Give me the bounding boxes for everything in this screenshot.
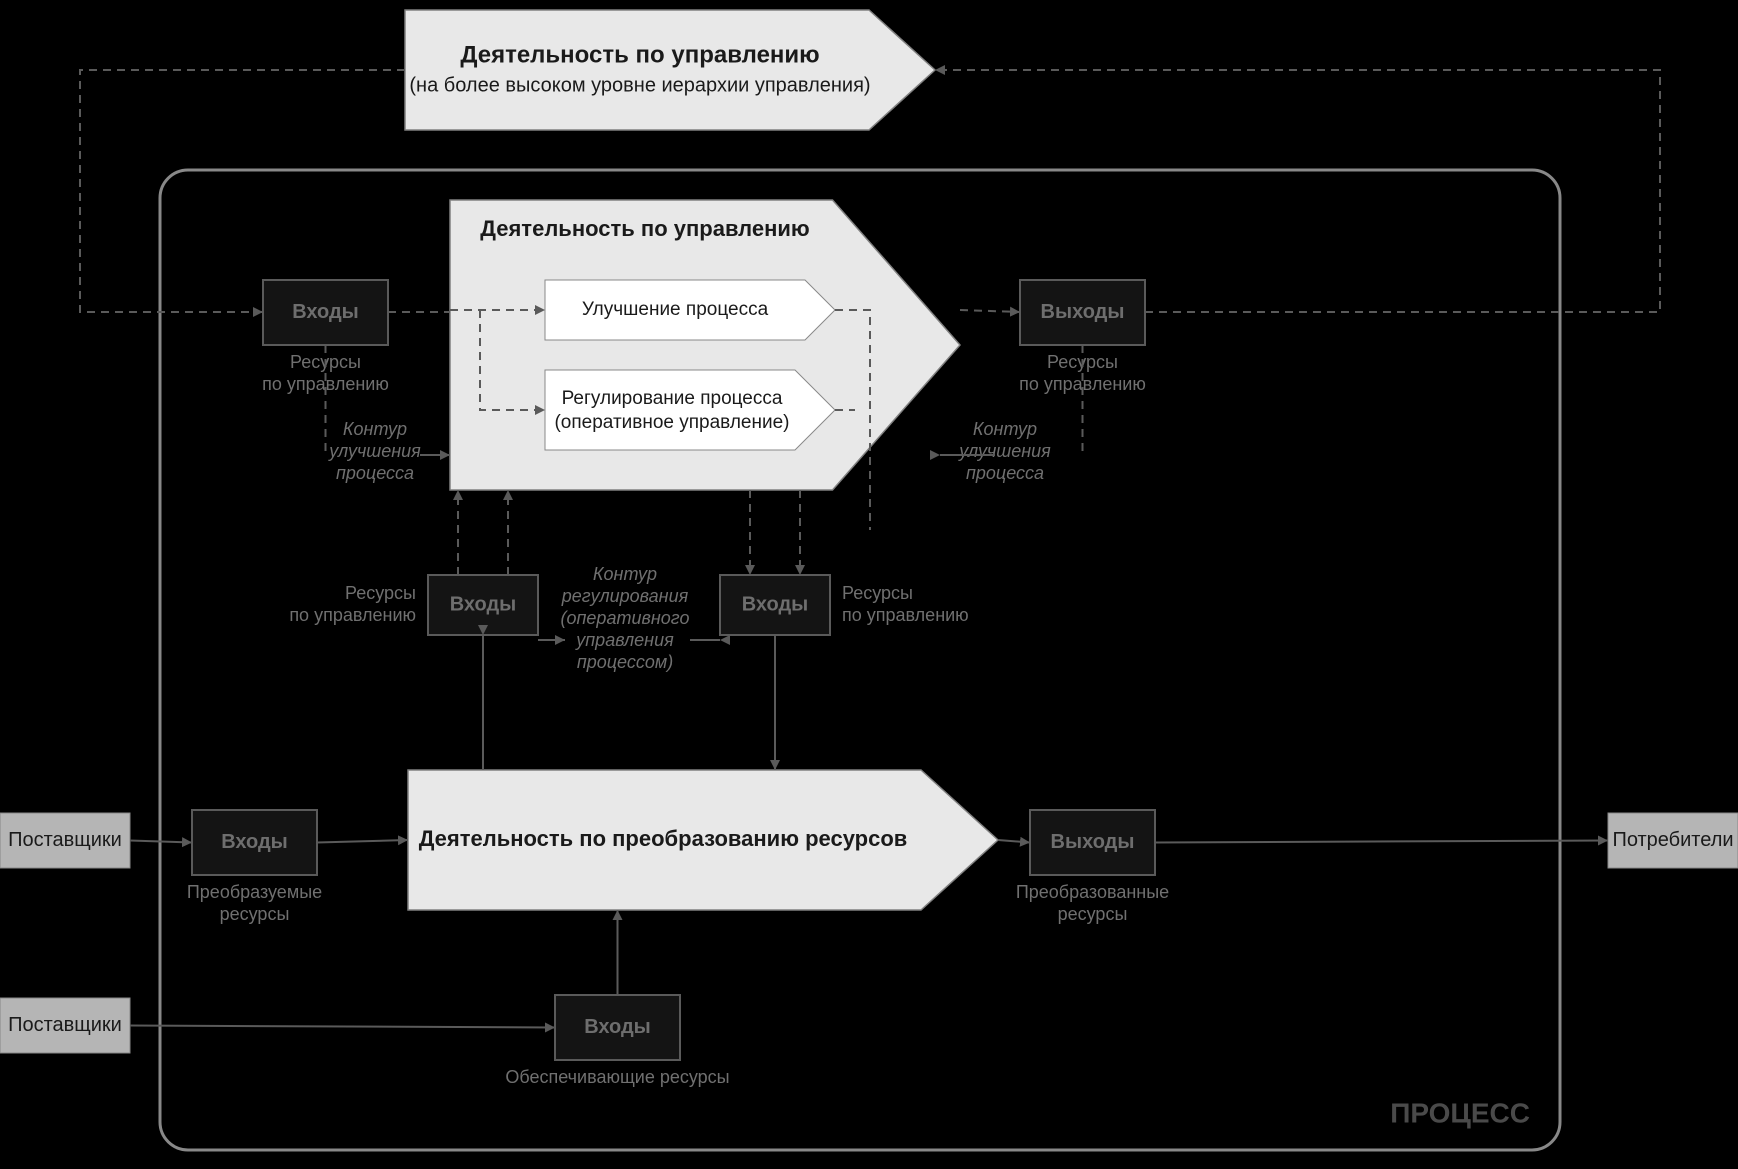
top-title: Деятельность по управлению bbox=[460, 41, 819, 68]
italic-improve_left-2: процесса bbox=[336, 463, 414, 483]
box-inputs_bottom_left-label: Входы bbox=[221, 831, 288, 853]
box-inputs_mid_left-cap2: по управлению bbox=[289, 605, 416, 625]
top-management-arrow bbox=[405, 10, 935, 130]
italic-regulate_mid-1: регулирования bbox=[561, 586, 689, 606]
regulate-label-2: (оперативное управление) bbox=[554, 412, 789, 433]
ext-consumers-label: Потребители bbox=[1612, 829, 1733, 851]
ext-suppliers1-label: Поставщики bbox=[8, 829, 122, 851]
regulate-label-1: Регулирование процесса bbox=[562, 388, 783, 409]
italic-regulate_mid-0: Контур bbox=[593, 564, 657, 584]
box-inputs_mid_left-cap1: Ресурсы bbox=[345, 583, 416, 603]
box-inputs_support-label: Входы bbox=[584, 1016, 651, 1038]
box-outputs_bottom_right-cap1: Преобразованные bbox=[1016, 882, 1169, 902]
italic-improve_left-0: Контур bbox=[343, 419, 407, 439]
box-outputs_mgmt_right-label: Выходы bbox=[1041, 301, 1125, 323]
italic-improve_right-1: улучшения bbox=[957, 441, 1051, 461]
box-inputs_mid_left-label: Входы bbox=[450, 593, 517, 615]
box-inputs_mid_right-cap1: Ресурсы bbox=[842, 583, 913, 603]
ext-suppliers2-label: Поставщики bbox=[8, 1014, 122, 1036]
italic-improve_right-2: процесса bbox=[966, 463, 1044, 483]
transform-label: Деятельность по преобразованию ресурсов bbox=[419, 826, 908, 851]
top-subtitle: (на более высоком уровне иерархии управл… bbox=[409, 74, 870, 96]
italic-improve_right-0: Контур bbox=[973, 419, 1037, 439]
box-inputs_support-cap1: Обеспечивающие ресурсы bbox=[505, 1067, 729, 1087]
italic-improve_left-1: улучшения bbox=[327, 441, 421, 461]
box-inputs_bottom_left-cap2: ресурсы bbox=[220, 904, 290, 924]
improve-label: Улучшение процесса bbox=[582, 299, 769, 320]
box-outputs_bottom_right-cap2: ресурсы bbox=[1058, 904, 1128, 924]
box-inputs_bottom_left-cap1: Преобразуемые bbox=[187, 882, 322, 902]
box-inputs_mid_right-cap2: по управлению bbox=[842, 605, 969, 625]
italic-regulate_mid-2: (оперативного bbox=[561, 608, 690, 628]
italic-regulate_mid-3: управления bbox=[574, 630, 674, 650]
regulate-arrow bbox=[545, 370, 835, 450]
process-label: ПРОЦЕСС bbox=[1390, 1097, 1530, 1128]
box-outputs_bottom_right-label: Выходы bbox=[1051, 831, 1135, 853]
box-inputs_mgmt_left-label: Входы bbox=[292, 301, 359, 323]
box-inputs_mid_right-label: Входы bbox=[742, 593, 809, 615]
italic-regulate_mid-4: процессом) bbox=[577, 652, 673, 672]
mgmt-title: Деятельность по управлению bbox=[480, 216, 809, 241]
